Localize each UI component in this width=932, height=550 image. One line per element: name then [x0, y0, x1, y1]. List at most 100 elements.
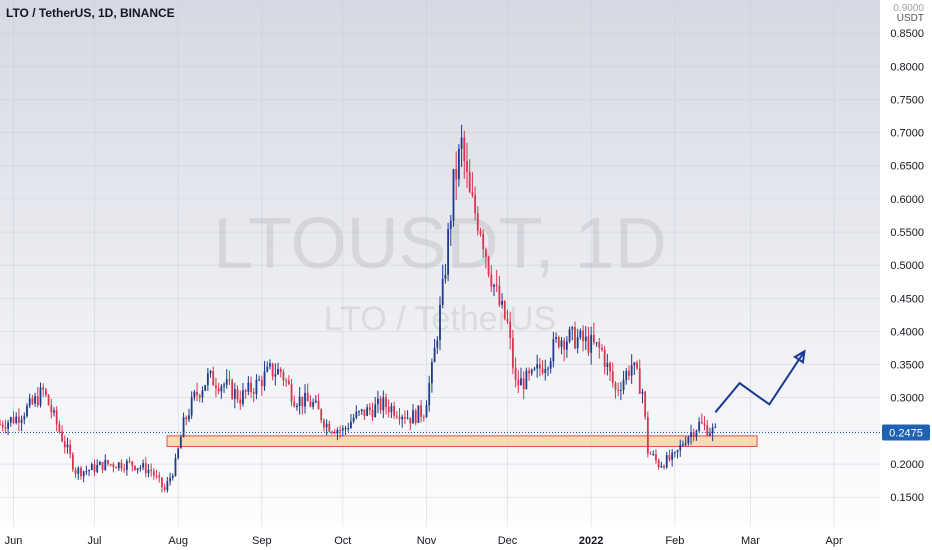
candle-body [474, 195, 476, 214]
candle-body [692, 432, 695, 437]
candle-body [171, 475, 174, 478]
candle-body [88, 470, 90, 472]
candle-body [182, 417, 185, 438]
candle-body [217, 388, 220, 392]
candle-body [274, 374, 277, 377]
candle-body [584, 336, 587, 342]
watermark-main: LTOUSDT, 1D [213, 204, 666, 284]
candle-body [12, 417, 15, 423]
candle-body [614, 383, 617, 390]
projection-arrow [714, 350, 806, 413]
arrow-head-icon [793, 349, 806, 364]
candle-body [671, 452, 674, 460]
candle-body [341, 428, 344, 431]
candle-body [166, 481, 169, 491]
candle-body [352, 417, 355, 422]
candle-body [85, 471, 88, 473]
time-axis[interactable]: Jun Jul Aug Sep Oct Nov Dec 2022 Feb Mar Apr [5, 535, 843, 547]
candle-body [271, 363, 274, 377]
candle-body [425, 405, 428, 418]
candle-body [422, 416, 425, 418]
candle-body [320, 409, 323, 421]
candle-body [385, 397, 387, 407]
x-tick-label: 2022 [579, 535, 603, 547]
candle-body [395, 415, 398, 417]
candle-body [636, 362, 638, 369]
candle-body [255, 379, 258, 394]
candle-body [528, 370, 530, 374]
candle-body [665, 455, 668, 468]
candle-body [358, 411, 360, 413]
last-price-label: 0.2475 [889, 428, 923, 440]
candle-body [333, 431, 336, 434]
y-tick-label: 0.8500 [890, 28, 924, 40]
candle-body [31, 398, 34, 404]
candle-body [0, 424, 1, 426]
candle-body [525, 370, 528, 389]
candle-body [196, 391, 198, 396]
candle-body [517, 379, 520, 386]
y-tick-label: 0.7000 [890, 128, 924, 140]
last-price-badge: 0.2475 [882, 424, 930, 441]
candle-body [90, 464, 93, 471]
candles [0, 124, 717, 493]
candle-body [547, 368, 549, 370]
candle-body [20, 419, 23, 423]
candle-body [390, 406, 393, 413]
candle-body [304, 392, 306, 407]
candle-body [301, 396, 304, 407]
y-tick-label: 0.5000 [890, 260, 924, 272]
candle-body [417, 405, 420, 423]
candle-body [69, 444, 72, 455]
candle-body [61, 431, 63, 442]
axis-unit: 0.9000 USDT [893, 4, 924, 24]
candle-body [711, 427, 714, 434]
candle-body [163, 487, 166, 491]
axis-top-label: 0.9000 [893, 3, 924, 14]
candle-body [93, 464, 96, 472]
candle-body [4, 427, 7, 429]
candle-body [63, 441, 66, 448]
candle-body [206, 373, 209, 386]
candle-body [409, 417, 412, 424]
price-axis[interactable]: 0.15000.20000.25000.30000.35000.40000.45… [890, 28, 924, 504]
candle-body [460, 137, 463, 149]
candle-body [533, 368, 536, 370]
candle-body [498, 285, 501, 305]
candle-body [193, 391, 196, 398]
candle-body [582, 330, 584, 342]
candle-body [220, 386, 223, 392]
candle-body [317, 400, 320, 410]
candle-body [560, 340, 563, 347]
candle-body [128, 461, 131, 463]
y-tick-label: 0.5500 [890, 227, 924, 239]
y-tick-label: 0.1500 [890, 492, 924, 504]
candle-body [360, 409, 363, 412]
candle-body [557, 337, 560, 347]
candle-body [269, 363, 271, 367]
x-tick-label: Jun [5, 535, 23, 547]
candle-body [538, 364, 541, 369]
candle-body [690, 432, 692, 438]
candle-body [377, 398, 379, 405]
candle-body [687, 437, 690, 444]
candle-body [244, 390, 247, 392]
candle-body [468, 171, 471, 193]
candle-body [82, 471, 85, 477]
candle-body [347, 428, 350, 430]
candle-body [714, 426, 717, 428]
candle-body [336, 429, 339, 434]
x-tick-label: Sep [252, 535, 272, 547]
candle-body [190, 397, 193, 416]
candle-body [201, 390, 204, 398]
candle-body [188, 415, 190, 420]
candle-body [452, 168, 455, 221]
candle-body [15, 416, 18, 423]
candle-body [314, 400, 317, 403]
candle-body [98, 462, 101, 465]
candle-body [436, 340, 439, 348]
y-tick-label: 0.6000 [890, 194, 924, 206]
candle-body [609, 362, 611, 372]
candle-body [158, 475, 161, 478]
